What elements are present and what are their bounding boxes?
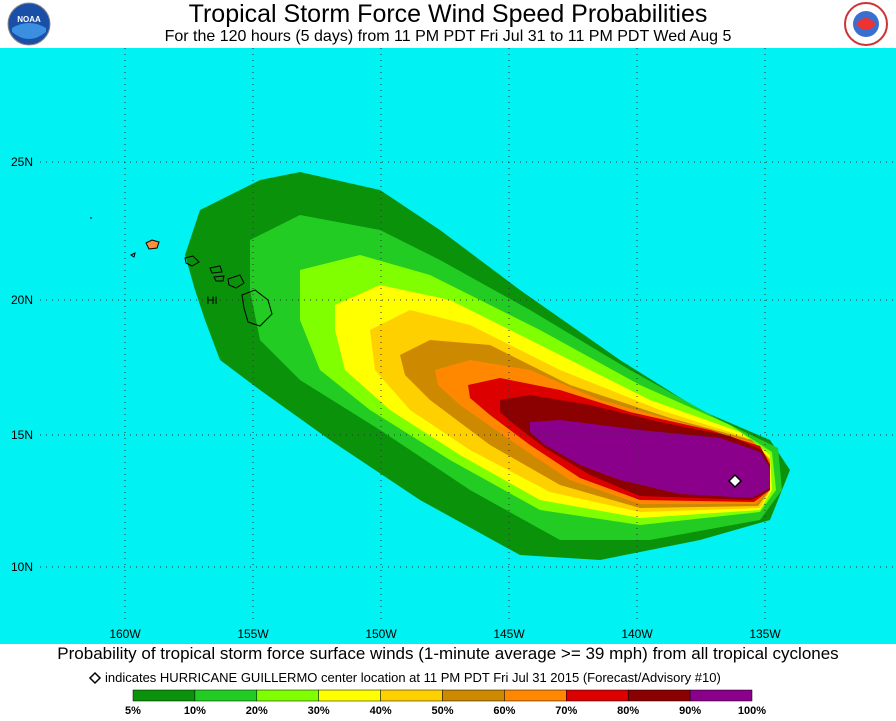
legend-swatch: [566, 689, 629, 702]
legend-label: 50%: [431, 705, 453, 716]
legend-swatch: [504, 689, 567, 702]
storm-center-marker: [727, 473, 743, 489]
legend-label: 80%: [617, 705, 639, 716]
region-label: HI: [207, 295, 218, 307]
longitude-label: 135W: [749, 627, 781, 641]
subtitle: For the 120 hours (5 days) from 11 PM PD…: [165, 28, 732, 45]
legend-swatch: [380, 689, 443, 702]
title: Tropical Storm Force Wind Speed Probabil…: [189, 0, 708, 28]
probability-contours: [185, 172, 790, 560]
longitude-label: 140W: [621, 627, 653, 641]
legend: 5% 10% 20% 30% 40% 50% 60% 70% 80% 90% 100%: [125, 689, 766, 717]
legend-swatch: [689, 689, 753, 702]
legend-label: 20%: [246, 705, 268, 716]
nws-logo: [844, 2, 888, 46]
legend-label: 90%: [679, 705, 701, 716]
svg-text:NOAA: NOAA: [17, 15, 41, 24]
latitude-label: 15N: [11, 428, 33, 442]
longitude-label: 155W: [237, 627, 269, 641]
legend-label: 10%: [184, 705, 206, 716]
legend-label: 30%: [308, 705, 330, 716]
latitude-label: 10N: [11, 560, 33, 574]
legend-label: 100%: [738, 705, 766, 716]
hawaiian-islands: [90, 217, 273, 327]
legend-label: 60%: [493, 705, 515, 716]
latitude-label: 20N: [11, 293, 33, 307]
legend-label: 70%: [555, 705, 577, 716]
legend-swatch: [442, 689, 505, 702]
legend-swatch: [132, 689, 196, 702]
latitude-label: 25N: [11, 155, 33, 169]
legend-swatch: [194, 689, 258, 702]
longitude-label: 160W: [109, 627, 141, 641]
note-marker: [88, 671, 102, 685]
legend-swatch: [256, 689, 319, 702]
legend-swatch: [318, 689, 381, 702]
noaa-logo: NOAA: [7, 2, 51, 46]
longitude-label: 150W: [365, 627, 397, 641]
contour-band: [530, 420, 770, 498]
note: indicates HURRICANE GUILLERMO center loc…: [105, 670, 721, 685]
legend-label: 40%: [370, 705, 392, 716]
graticule: 25N 20N 15N 10N 160W 155W 150W 145W 140W 135W: [11, 48, 896, 641]
caption: Probability of tropical storm force surf…: [57, 644, 838, 663]
longitude-label: 145W: [493, 627, 525, 641]
legend-label: 5%: [125, 705, 141, 716]
legend-swatch: [627, 689, 691, 702]
